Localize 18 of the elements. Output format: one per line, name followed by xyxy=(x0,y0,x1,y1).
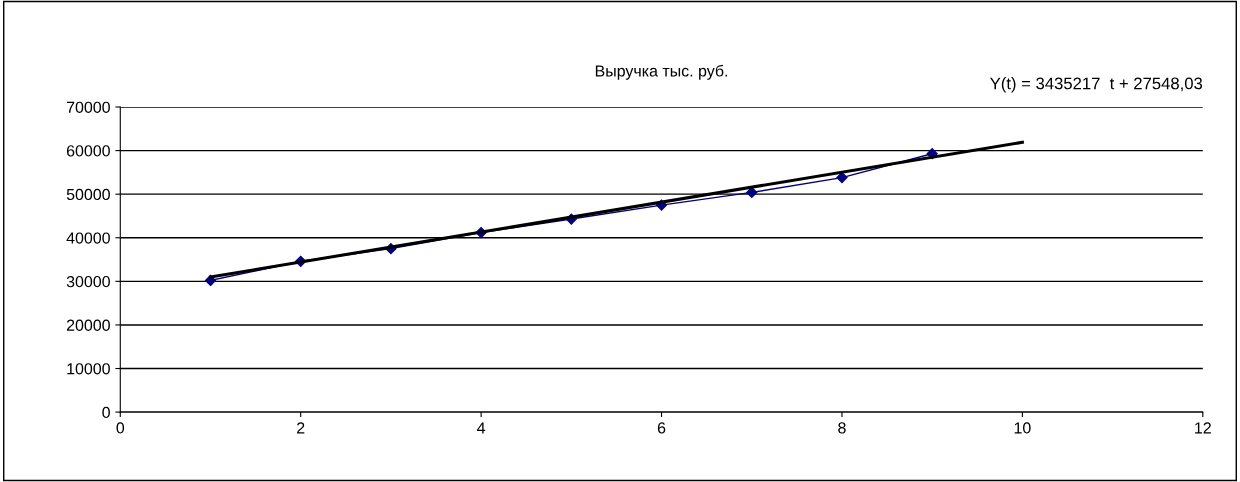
point xyxy=(836,172,848,184)
y-tick-label: 50000 xyxy=(66,188,110,201)
x-tick-label: 6 xyxy=(657,422,666,434)
x-tick-label: 0 xyxy=(116,422,125,434)
x-tick-label: 8 xyxy=(838,422,846,434)
y-tick-label: 20000 xyxy=(66,319,110,331)
y-tick-label: 10000 xyxy=(67,363,110,375)
x-tick-label: 10 xyxy=(1014,422,1031,434)
x-tick-label: 2 xyxy=(297,422,305,434)
y-tick-label: 60000 xyxy=(66,145,110,157)
text: Y(t) = 3435217 t + 27548,03 xyxy=(990,77,1203,93)
y-tick-label: 40000 xyxy=(66,232,110,244)
x-tick-label: 12 xyxy=(1195,422,1211,434)
chart-title: Выручка тыс. руб. xyxy=(595,64,728,80)
y-tick-label: 30000 xyxy=(66,275,110,288)
y-tick-label: 0 xyxy=(102,406,110,419)
x-tick-label: 4 xyxy=(477,422,486,434)
y-tick-label: 70000 xyxy=(66,101,110,113)
